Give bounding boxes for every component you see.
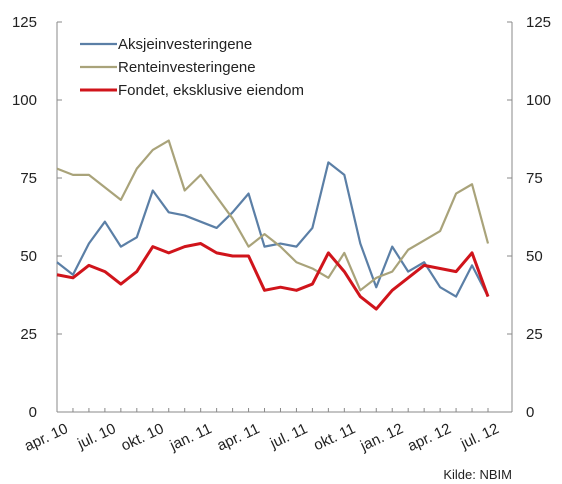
- y-tick-label: 125: [12, 14, 37, 31]
- y-tick-label: 50: [20, 248, 37, 265]
- y-tick-label: 0: [29, 404, 37, 421]
- y2-tick-label: 50: [526, 248, 543, 265]
- series-line: [56, 161, 489, 298]
- y-tick-label: 75: [20, 170, 37, 187]
- legend-label: Aksjeinvesteringene: [118, 36, 252, 53]
- x-tick-label: apr. 11: [214, 420, 262, 454]
- y2-tick-label: 75: [526, 170, 543, 187]
- y2-tick-label: 100: [526, 92, 551, 109]
- x-tick-label: apr. 12: [405, 420, 454, 455]
- x-tick-label: okt. 11: [311, 420, 358, 454]
- series-line: [56, 242, 490, 311]
- legend-label: Fondet, eksklusive eiendom: [118, 82, 304, 99]
- x-tick-label: apr. 10: [22, 420, 71, 455]
- x-tick-label: jul. 10: [74, 420, 118, 453]
- series-line: [56, 139, 490, 292]
- y2-tick-label: 125: [526, 14, 551, 31]
- y-tick-label: 100: [12, 92, 37, 109]
- x-tick-label: jan. 11: [166, 420, 214, 454]
- y2-tick-label: 0: [526, 404, 534, 421]
- legend-label: Renteinvesteringene: [118, 59, 256, 76]
- x-tick-label: jul. 12: [457, 420, 501, 453]
- x-tick-label: jul. 11: [267, 420, 310, 452]
- y-tick-label: 25: [20, 326, 37, 343]
- source: Kilde: NBIM: [443, 467, 512, 482]
- y2-tick-label: 25: [526, 326, 543, 343]
- x-tick-label: okt. 10: [118, 420, 166, 454]
- x-tick-label: jan. 12: [357, 420, 406, 455]
